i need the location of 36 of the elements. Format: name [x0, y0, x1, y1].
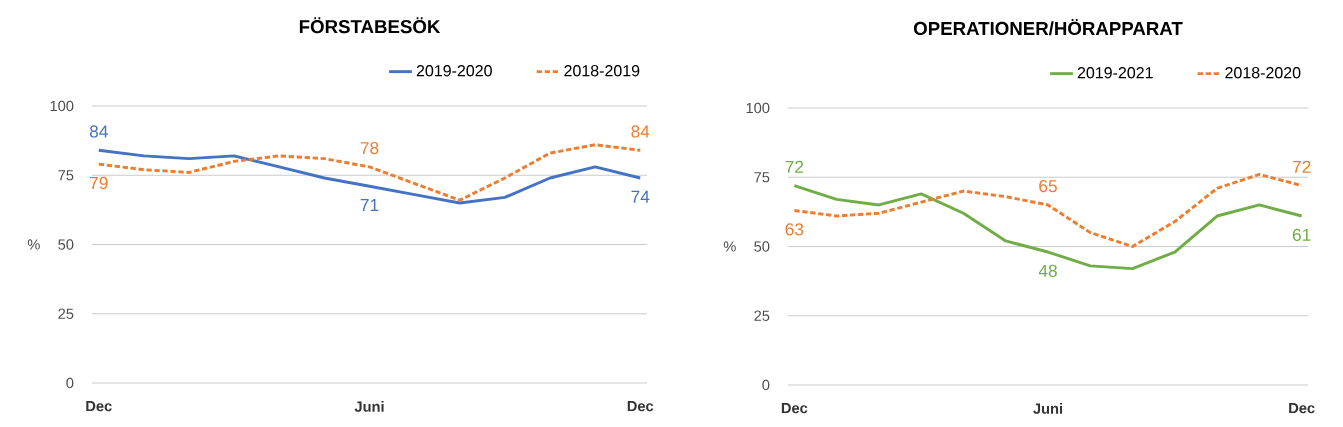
y-tick-label: 100 [50, 100, 74, 112]
legend-label: 2019-2021 [1077, 67, 1153, 79]
y-tick-label: 75 [754, 172, 770, 183]
data-label: 71 [360, 199, 379, 211]
data-label: 65 [1039, 179, 1057, 193]
x-tick-label: Dec [627, 401, 654, 412]
legend-label: 2018-2019 [564, 65, 640, 77]
x-tick-label: Dec [1289, 403, 1315, 414]
data-label: 48 [1038, 264, 1057, 278]
data-label: 79 [90, 176, 108, 190]
data-label: 63 [785, 223, 804, 236]
y-tick-label: 25 [58, 308, 74, 319]
chart-title: FÖRSTABESÖK [299, 17, 441, 34]
x-tick-label: Dec [781, 403, 808, 414]
y-tick-label: 50 [58, 239, 74, 250]
y-tick-label: 0 [762, 379, 770, 391]
data-label: 72 [1292, 160, 1311, 173]
x-tick-label: Dec [86, 401, 112, 412]
legend-label: 2019-2020 [416, 65, 492, 77]
legend-label: 2018-2020 [1225, 67, 1301, 79]
data-label: 74 [631, 190, 650, 203]
data-label: 61 [1292, 228, 1311, 241]
data-label: 78 [360, 141, 379, 155]
data-label: 84 [631, 125, 650, 138]
data-label: 84 [89, 125, 108, 138]
y-tick-label: 75 [58, 170, 74, 181]
y-tick-label: 100 [746, 102, 770, 114]
y-tick-label: 0 [66, 377, 74, 389]
x-tick-label: Juni [1033, 403, 1063, 414]
chart-title: OPERATIONER/HÖRAPPARAT [913, 18, 1183, 36]
y-tick-label: 50 [754, 241, 770, 252]
y-axis-title: % [27, 239, 40, 250]
data-label: 72 [785, 160, 804, 173]
x-tick-label: Juni [354, 401, 384, 412]
y-axis-title: % [723, 241, 736, 252]
y-tick-label: 25 [754, 310, 770, 321]
